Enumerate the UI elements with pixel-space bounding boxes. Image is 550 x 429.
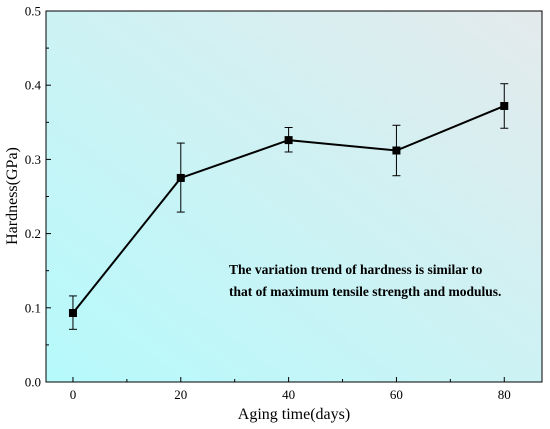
y-tick-label: 0.0 — [25, 375, 41, 390]
data-point — [176, 173, 185, 182]
y-axis-title: Hardness(GPa) — [4, 147, 21, 245]
x-axis-title: Aging time(days) — [238, 406, 350, 423]
y-tick-label: 0.1 — [25, 300, 41, 315]
annotation-line-1: The variation trend of hardness is simil… — [229, 262, 483, 277]
data-point — [500, 101, 509, 110]
y-tick-label: 0.5 — [25, 4, 41, 19]
data-point — [392, 146, 401, 155]
x-tick-label: 60 — [390, 387, 403, 402]
data-point — [68, 308, 77, 317]
y-tick-label: 0.4 — [25, 78, 42, 93]
annotation-line-2: that of maximum tensile strength and mod… — [229, 284, 501, 299]
data-point — [284, 136, 293, 145]
x-tick-label: 40 — [282, 387, 295, 402]
x-tick-label: 0 — [70, 387, 77, 402]
plot-background — [46, 11, 542, 382]
y-tick-label: 0.3 — [25, 152, 41, 167]
y-tick-label: 0.2 — [25, 226, 41, 241]
x-tick-label: 80 — [498, 387, 511, 402]
x-tick-label: 20 — [174, 387, 187, 402]
